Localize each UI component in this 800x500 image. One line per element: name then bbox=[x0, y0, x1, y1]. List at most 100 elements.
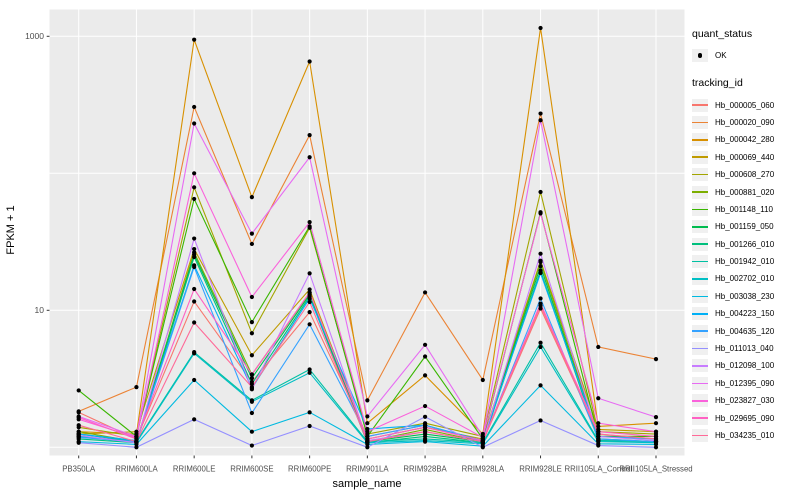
data-point bbox=[192, 37, 197, 42]
data-point bbox=[538, 296, 543, 301]
legend-item-label: Hb_002702_010 bbox=[715, 274, 775, 284]
data-point bbox=[307, 423, 312, 429]
legend-key-box bbox=[692, 168, 708, 182]
legend-key-box bbox=[692, 272, 708, 286]
legend-key-box bbox=[692, 220, 708, 234]
data-point bbox=[134, 445, 139, 450]
data-point bbox=[307, 299, 312, 305]
data-point bbox=[596, 431, 601, 437]
data-point bbox=[134, 429, 139, 434]
data-point bbox=[249, 320, 254, 325]
data-point bbox=[249, 241, 254, 247]
data-point bbox=[422, 403, 428, 409]
data-point bbox=[192, 264, 197, 270]
series-color-line-icon bbox=[692, 434, 708, 437]
legend-item-label: Hb_034235_010 bbox=[715, 431, 775, 440]
legend-item-Hb_002702_010: Hb_002702_010 bbox=[692, 270, 798, 287]
legend-item-Hb_004223_150: Hb_004223_150 bbox=[692, 305, 798, 322]
data-point bbox=[422, 425, 428, 430]
data-point bbox=[538, 340, 543, 345]
data-point bbox=[538, 264, 543, 269]
legend-item-Hb_001159_050: Hb_001159_050 bbox=[692, 218, 798, 235]
data-point bbox=[538, 25, 543, 31]
legend-title-tracking-id: tracking_id bbox=[692, 77, 743, 90]
data-point bbox=[249, 399, 254, 404]
data-point bbox=[307, 370, 312, 375]
data-point bbox=[653, 429, 659, 434]
data-point bbox=[307, 310, 312, 315]
series-color-line-icon bbox=[692, 278, 708, 280]
legend-item-Hb_023827_030: Hb_023827_030 bbox=[692, 392, 798, 409]
legend-item-Hb_000881_020: Hb_000881_020 bbox=[692, 183, 798, 200]
data-point bbox=[422, 429, 428, 434]
data-point bbox=[538, 383, 543, 388]
series-color-line-icon bbox=[692, 399, 708, 402]
legend-key-box bbox=[692, 115, 708, 129]
legend-item-label: Hb_001942_010 bbox=[715, 257, 775, 267]
data-point bbox=[76, 415, 81, 420]
data-point bbox=[365, 398, 370, 403]
data-point bbox=[192, 417, 197, 422]
data-point bbox=[192, 377, 197, 383]
data-point bbox=[307, 224, 312, 229]
data-point bbox=[596, 421, 601, 426]
y-tick-label: 10 bbox=[35, 305, 45, 315]
legend-key-box bbox=[692, 133, 708, 147]
legend-item-Hb_001942_010: Hb_001942_010 bbox=[692, 253, 798, 270]
series-color-line-icon bbox=[692, 382, 708, 385]
series-color-line-icon bbox=[692, 191, 708, 193]
data-point bbox=[538, 111, 543, 116]
legend-key-box bbox=[692, 411, 708, 425]
data-point bbox=[653, 421, 659, 426]
data-point bbox=[538, 259, 543, 265]
data-point bbox=[307, 59, 312, 64]
legend-item-Hb_003038_230: Hb_003038_230 bbox=[692, 288, 798, 305]
legend-item-label: Hb_012395_090 bbox=[715, 378, 775, 388]
legend-item-Hb_012395_090: Hb_012395_090 bbox=[692, 375, 798, 392]
legend-item-Hb_001148_110: Hb_001148_110 bbox=[692, 201, 798, 218]
legend-item-label: Hb_012098_100 bbox=[715, 361, 775, 371]
legend: quant_status OK tracking_id Hb_000005_06… bbox=[692, 28, 798, 444]
data-point bbox=[192, 104, 197, 110]
data-point bbox=[307, 290, 312, 295]
legend-item-label: Hb_003038_230 bbox=[715, 291, 775, 301]
data-point bbox=[596, 396, 601, 401]
series-color-line-icon bbox=[692, 121, 708, 124]
data-point bbox=[76, 433, 81, 438]
data-point bbox=[192, 246, 197, 252]
series-color-line-icon bbox=[692, 295, 708, 298]
data-point bbox=[192, 299, 197, 304]
series-color-line-icon bbox=[692, 417, 708, 419]
legend-item-Hb_000069_440: Hb_000069_440 bbox=[692, 149, 798, 166]
point-marker-icon bbox=[697, 53, 703, 58]
legend-key-box bbox=[692, 324, 708, 338]
x-tick-label: RRIM901LA bbox=[346, 465, 389, 474]
series-color-line-icon bbox=[692, 365, 708, 367]
x-tick-label: RRIM928LE bbox=[519, 465, 561, 474]
data-point bbox=[365, 421, 370, 426]
data-point bbox=[307, 287, 312, 292]
data-point bbox=[76, 409, 81, 414]
data-point bbox=[653, 357, 659, 362]
legend-item-label: Hb_011013_040 bbox=[715, 344, 774, 354]
data-point bbox=[307, 322, 312, 327]
legend-item-label: Hb_000881_020 bbox=[715, 187, 775, 197]
legend-item-label: Hb_000020_090 bbox=[715, 117, 775, 127]
legend-key-box bbox=[692, 49, 708, 63]
data-point bbox=[249, 372, 254, 377]
data-point bbox=[422, 342, 428, 347]
legend-item-label: Hb_004223_150 bbox=[715, 309, 775, 319]
series-color-line-icon bbox=[692, 347, 708, 350]
legend-item-label: Hb_000608_270 bbox=[715, 170, 775, 180]
data-point bbox=[249, 231, 254, 236]
data-point bbox=[538, 303, 543, 308]
legend-item-label: Hb_004635_120 bbox=[715, 326, 775, 336]
data-point bbox=[307, 133, 312, 138]
series-color-line-icon bbox=[692, 243, 708, 245]
legend-key-box bbox=[692, 376, 708, 390]
data-point bbox=[596, 344, 601, 350]
legend-item-label: OK bbox=[715, 51, 727, 61]
x-tick-label: PB350LA bbox=[62, 465, 96, 474]
data-point bbox=[192, 286, 197, 292]
